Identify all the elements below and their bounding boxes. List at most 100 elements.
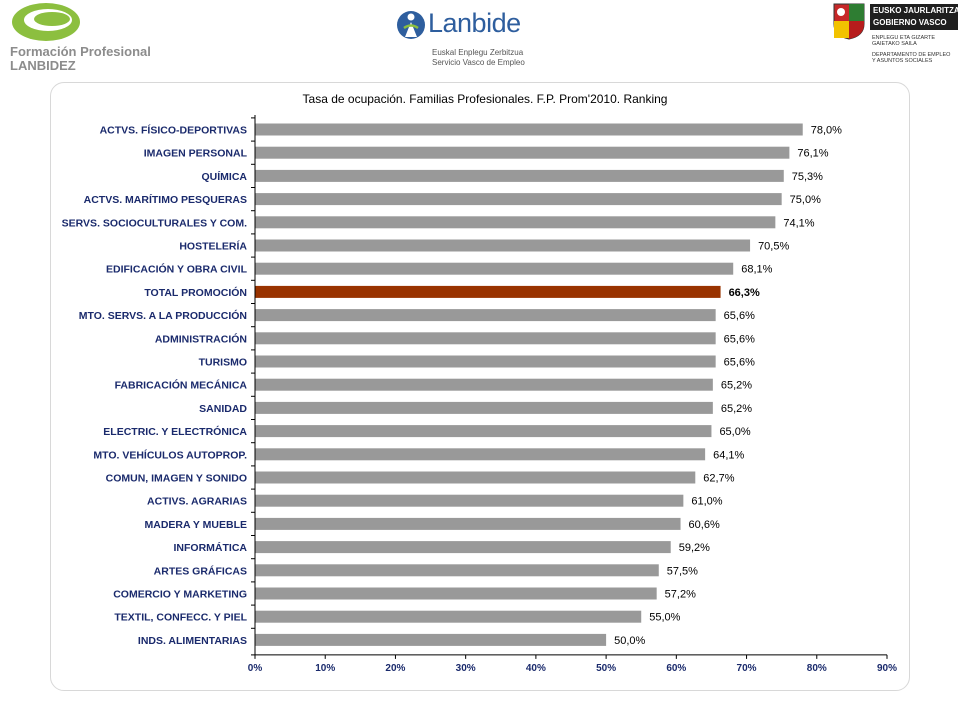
gv-dept-eu: ENPLEGU ETA GIZARTE GAIETAKO SAILA <box>872 35 935 47</box>
lanbide-logo: Lanbide Euskal Enplegu Zerbitzua Servici… <box>394 6 554 67</box>
x-tick-label: 40% <box>526 663 546 674</box>
value-label: 66,3% <box>729 287 760 299</box>
x-tick-label: 30% <box>456 663 476 674</box>
value-label: 78,0% <box>811 125 842 137</box>
chart-panel: Tasa de ocupación. Familias Profesionale… <box>50 82 910 691</box>
bar <box>255 169 784 182</box>
lanbide-subtitle-eu: Euskal Enplegu Zerbitzua <box>432 48 524 57</box>
bar <box>255 262 734 275</box>
bar <box>255 494 684 507</box>
category-label: MTO. VEHÍCULOS AUTOPROP. <box>93 448 247 461</box>
x-tick-label: 20% <box>385 663 405 674</box>
x-tick-label: 70% <box>737 663 757 674</box>
category-label: INFORMÁTICA <box>174 541 248 554</box>
bar <box>255 471 696 484</box>
x-tick-label: 60% <box>666 663 686 674</box>
gv-dept-es: DEPARTAMENTO DE EMPLEO Y ASUNTOS SOCIALE… <box>872 52 950 64</box>
value-label: 65,6% <box>724 333 755 345</box>
bar <box>255 401 713 414</box>
lanbide-figure-icon <box>397 11 425 39</box>
value-label: 65,2% <box>721 380 752 392</box>
value-label: 57,5% <box>667 565 698 577</box>
value-label: 65,0% <box>719 426 750 438</box>
category-label: ELECTRIC. Y ELECTRÓNICA <box>103 425 247 438</box>
x-axis: 0% 10% 20% 30% 40% 50% 60% 70% 80% 90% <box>248 115 897 674</box>
category-label: TOTAL PROMOCIÓN <box>144 286 247 299</box>
highlight-bar <box>255 285 721 298</box>
gobierno-vasco-logo: EUSKO JAURLARITZA GOBIERNO VASCO ENPLEGU… <box>830 0 960 70</box>
bar <box>255 355 716 368</box>
value-label: 65,6% <box>724 357 755 369</box>
bar <box>255 146 790 159</box>
value-label: 55,0% <box>649 612 680 624</box>
gv-dept-es-line1: DEPARTAMENTO DE EMPLEO <box>872 52 951 58</box>
lanbide-name: Lanbide <box>428 8 521 38</box>
x-tick-label: 50% <box>596 663 616 674</box>
bar <box>255 587 657 600</box>
category-label: SERVS. SOCIOCULTURALES Y COM. <box>62 217 247 229</box>
category-label: MTO. SERVS. A LA PRODUCCIÓN <box>79 309 247 322</box>
category-label: ACTIVS. AGRARIAS <box>147 496 247 508</box>
bar <box>255 610 642 623</box>
value-label: 62,7% <box>703 473 734 485</box>
category-label: ACTVS. MARÍTIMO PESQUERAS <box>84 193 247 206</box>
value-label: 68,1% <box>741 264 772 276</box>
category-label: TEXTIL, CONFECC. Y PIEL <box>114 612 247 624</box>
x-tick-label: 10% <box>315 663 335 674</box>
category-label: COMERCIO Y MARKETING <box>113 589 247 601</box>
value-label: 50,0% <box>614 635 645 647</box>
category-label: SANIDAD <box>199 403 247 415</box>
bar <box>255 216 776 229</box>
fp-logo-line2: LANBIDEZ <box>10 58 76 73</box>
value-label: 74,1% <box>783 217 814 229</box>
bar <box>255 633 607 646</box>
bar <box>255 193 782 206</box>
basque-coat-of-arms-icon <box>833 3 865 40</box>
category-label: ARTES GRÁFICAS <box>154 564 247 577</box>
gv-name-eu: EUSKO JAURLARITZA <box>873 6 960 15</box>
category-label: IMAGEN PERSONAL <box>144 148 248 160</box>
bar <box>255 564 659 577</box>
gv-dept-eu-line1: ENPLEGU ETA GIZARTE <box>872 35 936 41</box>
value-label: 65,6% <box>724 310 755 322</box>
bar <box>255 239 751 252</box>
value-label: 65,2% <box>721 403 752 415</box>
bars-layer: ACTVS. FÍSICO-DEPORTIVAS 78,0% IMAGEN PERS… <box>62 123 842 647</box>
value-label: 70,5% <box>758 241 789 253</box>
gv-name-es: GOBIERNO VASCO <box>873 18 947 27</box>
bar <box>255 448 706 461</box>
bar <box>255 541 671 554</box>
bar <box>255 378 713 391</box>
fp-lanbidez-logo: Formación Profesional LANBIDEZ <box>4 2 180 73</box>
x-tick-label: 80% <box>807 663 827 674</box>
gv-name-box: EUSKO JAURLARITZA GOBIERNO VASCO <box>870 4 960 30</box>
chart-title: Tasa de ocupación. Familias Profesionale… <box>303 92 668 106</box>
category-label: ADMINISTRACIÓN <box>155 332 247 345</box>
value-label: 76,1% <box>797 148 828 160</box>
fp-logo-line1: Formación Profesional <box>10 44 151 59</box>
fp-leaf-icon <box>12 3 80 41</box>
value-label: 60,6% <box>689 519 720 531</box>
gv-dept-eu-line2: GAIETAKO SAILA <box>872 41 917 47</box>
category-label: MADERA Y MUEBLE <box>145 519 247 531</box>
gv-dept-es-line2: Y ASUNTOS SOCIALES <box>872 58 933 64</box>
category-label: QUÍMICA <box>202 170 248 183</box>
x-tick-label: 0% <box>248 663 263 674</box>
lanbide-subtitle-es: Servicio Vasco de Empleo <box>432 58 525 67</box>
bar <box>255 309 716 322</box>
value-label: 75,3% <box>792 171 823 183</box>
value-label: 61,0% <box>691 496 722 508</box>
bar <box>255 123 803 136</box>
category-label: COMUN, IMAGEN Y SONIDO <box>106 473 247 485</box>
category-label: HOSTELERÍA <box>179 240 247 253</box>
value-label: 75,0% <box>790 194 821 206</box>
bar <box>255 517 681 530</box>
value-label: 57,2% <box>665 589 696 601</box>
bar <box>255 332 716 345</box>
value-label: 59,2% <box>679 542 710 554</box>
x-tick-label: 90% <box>877 663 897 674</box>
category-label: FABRICACIÓN MECÁNICA <box>115 379 248 392</box>
ranking-bar-chart: Tasa de ocupación. Familias Profesionale… <box>62 92 897 674</box>
category-label: EDIFICACIÓN Y OBRA CIVIL <box>106 263 248 276</box>
value-label: 64,1% <box>713 449 744 461</box>
